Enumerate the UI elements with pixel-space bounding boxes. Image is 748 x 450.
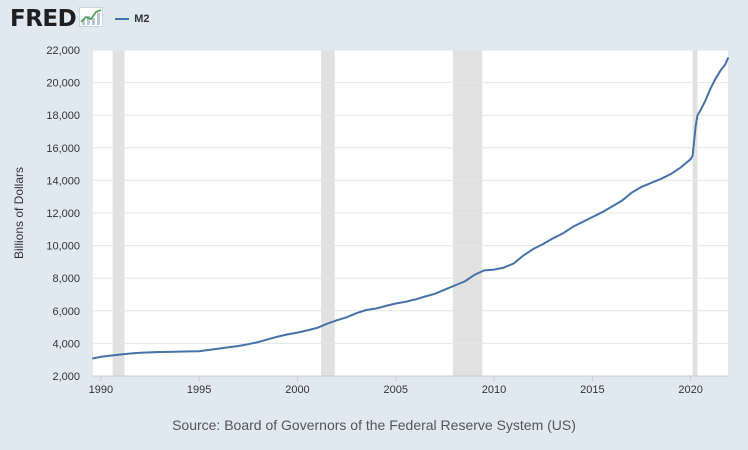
legend-label-m2: M2 [134, 13, 150, 25]
legend-line-swatch [115, 18, 130, 20]
y-tick-label: 6,000 [52, 306, 80, 318]
x-tick-label: 1995 [187, 384, 211, 396]
fred-logo[interactable]: FRED [10, 6, 77, 32]
y-tick-label: 2,000 [52, 371, 80, 383]
y-tick-label: 20,000 [46, 78, 80, 90]
y-tick-label: 18,000 [46, 110, 80, 122]
x-tick-label: 2010 [482, 384, 506, 396]
y-tick-label: 12,000 [46, 208, 80, 220]
y-tick-label: 22,000 [46, 45, 80, 57]
y-tick-label: 14,000 [46, 175, 80, 187]
series-line-m2 [92, 57, 729, 360]
source-caption: Source: Board of Governors of the Federa… [172, 417, 576, 433]
x-tick-label: 2015 [580, 384, 604, 396]
x-tick-label: 2005 [384, 384, 408, 396]
chart-legend[interactable]: M2 [115, 13, 150, 25]
x-tick-label: 1990 [89, 384, 113, 396]
fred-graph-icon [79, 6, 104, 32]
x-tick-label: 2020 [678, 384, 702, 396]
y-tick-label: 10,000 [46, 241, 80, 253]
y-tick-label: 16,000 [46, 143, 80, 155]
x-tick-label: 2000 [285, 384, 309, 396]
chart-header: FRED M2 [10, 6, 150, 32]
y-tick-label: 8,000 [52, 273, 80, 285]
y-axis-title: Billions of Dollars [12, 167, 26, 259]
y-tick-label: 4,000 [52, 338, 80, 350]
